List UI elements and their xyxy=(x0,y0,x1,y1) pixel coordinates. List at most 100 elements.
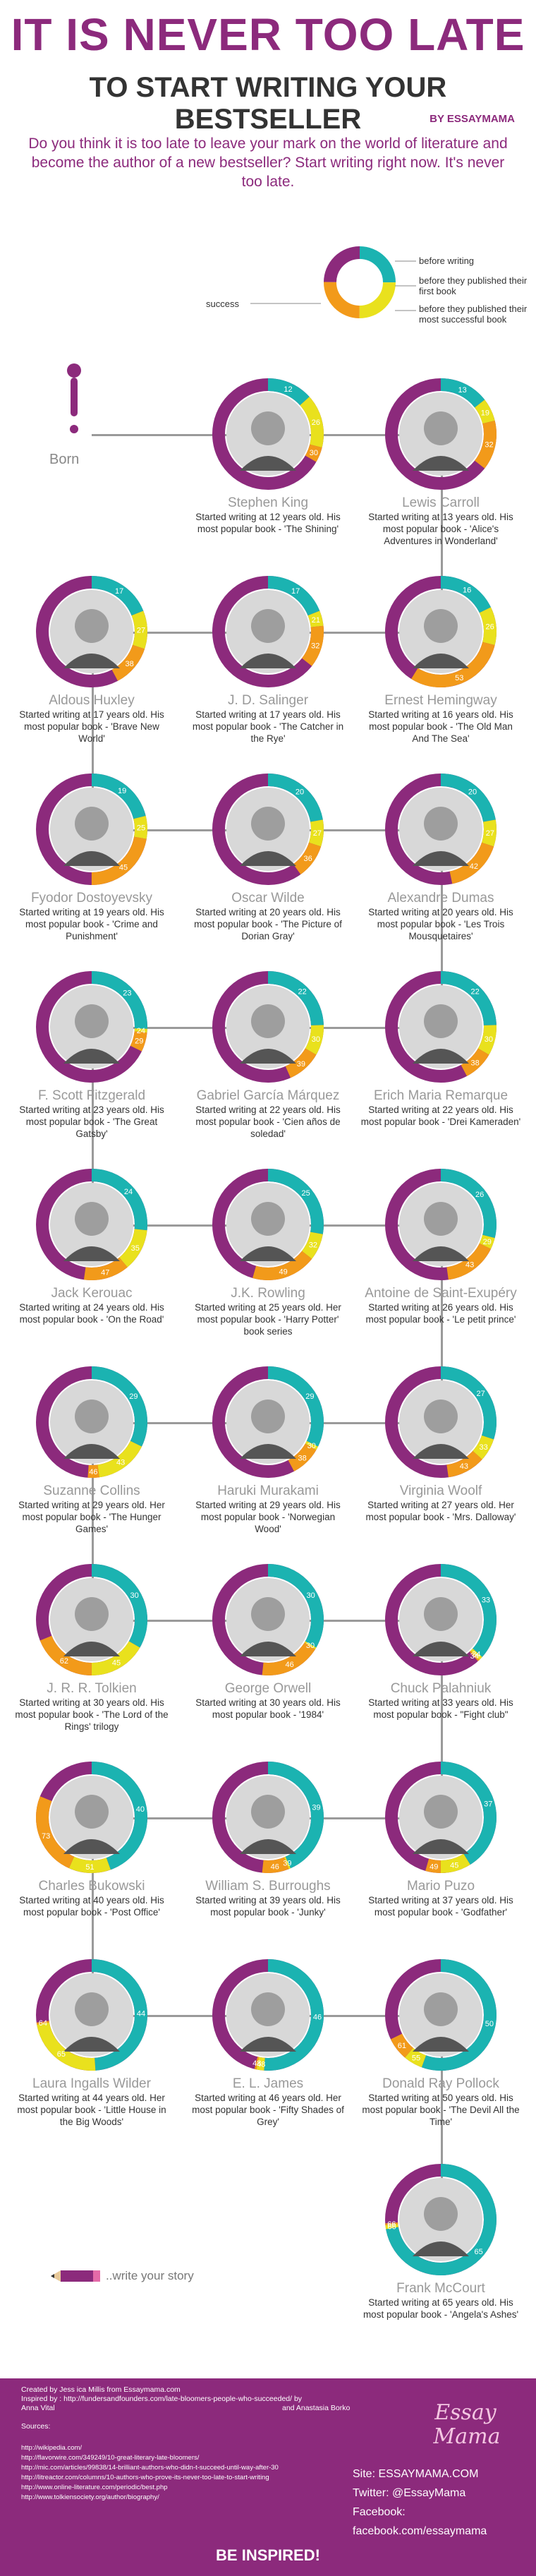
author-card: 19 25 45 Fyodor Dostoyevsky Started writing … xyxy=(11,769,173,942)
donut-value-label: 49 xyxy=(430,1862,438,1871)
source-link[interactable]: http://flavorwire.com/349249/10-great-li… xyxy=(21,2454,200,2462)
donut-segment xyxy=(385,1762,497,1873)
portrait-head xyxy=(75,1992,109,2026)
author-name: Jack Kerouac xyxy=(51,1286,133,1301)
source-link[interactable]: http://wikipedia.com/ xyxy=(21,2444,83,2452)
donut-value-label: 33 xyxy=(479,1443,487,1452)
footer: Created by Jess ica Millis from Essaymam… xyxy=(0,2378,536,2576)
author-description: Started writing at 17 years old. His mos… xyxy=(192,709,344,744)
author-card: 30 30 46 George Orwell Started writing at 30… xyxy=(187,1560,349,1721)
donut-value-label: 27 xyxy=(137,627,145,635)
donut-segment xyxy=(36,1564,147,1675)
source-link[interactable]: http://mic.com/articles/99838/14-brillia… xyxy=(21,2464,279,2472)
author-name: Mario Puzo xyxy=(406,1879,475,1894)
portrait-body xyxy=(413,1246,469,1261)
portrait-head xyxy=(424,1004,458,1038)
source-link[interactable]: http://www.online-literature.com/periodi… xyxy=(21,2484,168,2491)
donut-segment xyxy=(212,971,324,1083)
facebook-link[interactable]: Facebook: facebook.com/essaymama xyxy=(353,2506,487,2537)
donut-segment xyxy=(36,1959,147,2071)
donut-value-label: 46 xyxy=(271,1862,279,1871)
logo-text-2: Mama xyxy=(433,2424,501,2449)
essaymama-logo: Essay Mama xyxy=(433,2400,501,2449)
author-description: Started writing at 26 years old. His mos… xyxy=(365,1302,516,1325)
author-donut: 37 45 49 xyxy=(385,1762,497,1873)
legend-before-successful-book: before they published their most success… xyxy=(419,303,528,325)
donut-value-label: 66 xyxy=(388,2223,396,2232)
born-label: Born xyxy=(49,452,80,467)
portrait-body xyxy=(413,1444,469,1459)
author-description: Started writing at 29 years old. His mos… xyxy=(195,1500,341,1534)
author-card: 27 33 43 Virginia Woolf Started writing at 2… xyxy=(360,1362,522,1523)
author-description: Started writing at 25 years old. Her mos… xyxy=(195,1302,341,1337)
donut-value-label: 66 xyxy=(387,2220,396,2229)
portrait-body xyxy=(413,2037,469,2052)
sources-list: http://wikipedia.com/ http://flavorwire.… xyxy=(21,2443,346,2503)
portrait-head xyxy=(251,1202,285,1236)
donut-segment xyxy=(36,774,147,885)
author-card: 20 27 42 Alexandre Dumas Started writing at … xyxy=(360,769,522,942)
donut-segment xyxy=(385,1169,497,1280)
site-link[interactable]: Site: ESSAYMAMA.COM xyxy=(353,2468,479,2480)
donut-segment xyxy=(212,1762,324,1873)
author-donut: 17 21 32 xyxy=(212,576,324,687)
donut-value-label: 43 xyxy=(116,1459,125,1467)
portrait-body xyxy=(413,2241,469,2256)
footer-credits: Created by Jess ica Millis from Essaymam… xyxy=(21,2385,317,2413)
donut-value-label: 30 xyxy=(130,1591,138,1600)
donut-segment xyxy=(385,2164,497,2275)
donut-value-label: 38 xyxy=(125,660,133,668)
donut-value-label: 17 xyxy=(291,587,300,596)
author-name: E. L. James xyxy=(232,2076,304,2091)
donut-value-label: 30 xyxy=(485,1035,493,1044)
portrait-head xyxy=(251,411,285,445)
portrait-head xyxy=(251,1004,285,1038)
donut-value-label: 27 xyxy=(477,1390,485,1398)
donut-segment xyxy=(212,1564,324,1675)
author-name: Chuck Palahniuk xyxy=(390,1681,492,1696)
donut-segment xyxy=(36,1169,147,1280)
portrait-body xyxy=(413,1642,469,1656)
donut-value-label: 43 xyxy=(465,1261,474,1270)
author-card: 17 21 32 J. D. Salinger Started writing at 1… xyxy=(187,572,349,745)
byline: BY ESSAYMAMA xyxy=(430,113,515,125)
donut-value-label: 23 xyxy=(123,989,131,997)
donut-value-label: 46 xyxy=(313,2013,322,2021)
donut-value-label: 26 xyxy=(312,419,320,427)
portrait-body xyxy=(240,1049,296,1064)
twitter-link[interactable]: Twitter: @EssayMama xyxy=(353,2487,466,2499)
donut-segment xyxy=(36,1366,147,1478)
donut-value-label: 46 xyxy=(89,1468,97,1476)
portrait-body xyxy=(63,654,120,668)
donut-value-label: 62 xyxy=(60,1657,68,1666)
portrait-head xyxy=(424,1992,458,2026)
author-donut: 22 30 38 xyxy=(385,971,497,1083)
legend-before-writing: before writing xyxy=(419,255,475,266)
donut-value-label: 36 xyxy=(304,855,312,863)
donut-value-label: 25 xyxy=(137,824,145,833)
author-description: Started writing at 46 years old. Her mos… xyxy=(192,2093,344,2127)
source-link[interactable]: http://www.tolkiensociety.org/author/bio… xyxy=(21,2493,159,2501)
source-link[interactable]: http://litreactor.com/columns/10-authors… xyxy=(21,2474,269,2481)
portrait-head xyxy=(251,807,285,841)
donut-segment xyxy=(212,1959,324,2071)
donut-segment xyxy=(36,1959,147,2071)
portrait-body xyxy=(63,1839,120,1854)
write-your-story: ..write your story xyxy=(106,2269,194,2282)
portrait-head xyxy=(424,1202,458,1236)
donut-value-label: 33 xyxy=(482,1596,490,1605)
author-donut: 23 24 29 xyxy=(36,971,147,1083)
author-description: Started writing at 44 years old. Her mos… xyxy=(17,2093,166,2127)
donut-segment xyxy=(385,576,497,687)
author-name: Erich Maria Remarque xyxy=(373,1088,508,1103)
donut-value-label: 37 xyxy=(484,1800,492,1809)
donut-value-label: 46 xyxy=(286,1661,294,1669)
author-donut: 17 27 38 xyxy=(36,576,147,687)
donut-segment xyxy=(385,576,497,687)
portrait-head xyxy=(424,2197,458,2231)
donut-value-label: 34 xyxy=(472,1651,480,1659)
donut-value-label: 24 xyxy=(124,1188,133,1196)
author-donut: 22 30 39 xyxy=(212,971,324,1083)
author-description: Started writing at 30 years old. His mos… xyxy=(195,1697,341,1720)
portrait-body xyxy=(413,1049,469,1064)
